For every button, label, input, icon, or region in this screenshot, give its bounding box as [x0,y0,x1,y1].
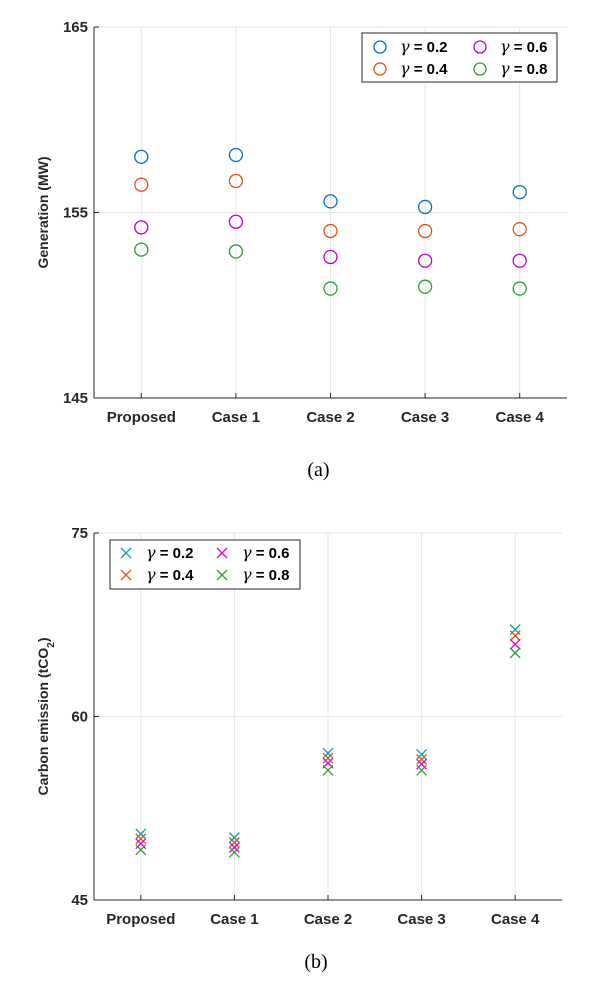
legend-value: = 0.8 [510,61,548,78]
data-point-x [416,748,428,760]
x-tick-label: Case 1 [212,409,260,426]
y-tick-label: 165 [63,19,88,36]
legend-value: = 0.2 [156,545,194,562]
data-point-circle [228,244,244,259]
y-tick-label: 155 [63,205,88,222]
legend-marker [216,547,228,559]
data-point-circle [512,253,527,268]
data-point-x [135,828,147,840]
legend-value: = 0.4 [410,61,449,78]
figure-caption: (b) [304,951,327,973]
legend-label: γ = 0.4 [146,565,194,584]
legend-label: γ = 0.8 [242,565,290,584]
data-point-x [322,764,334,776]
data-point-x [322,752,334,764]
data-point-circle [512,184,527,200]
data-point-circle [323,249,338,265]
data-point-x [509,647,521,659]
legend-marker [373,62,387,76]
legend-value: = 0.6 [252,545,290,562]
data-point-x [322,747,334,759]
data-point-circle [323,281,338,296]
y-axis-label-text: Carbon emission (tCO [35,648,51,796]
x-tick-label: Case 4 [496,409,545,426]
y-tick-label: 145 [63,390,88,407]
data-point-x [509,638,521,650]
data-point-circle [417,279,433,294]
legend-label: γ = 0.2 [146,543,194,562]
y-axis-label: Generation (MW) [35,157,51,269]
x-tick-label: Case 2 [306,409,354,426]
y-axis-label: Carbon emission (tCO2) [35,637,57,795]
x-tick-label: Proposed [107,409,176,426]
data-point-x [228,837,240,848]
chart-carbon-emission: 45 60 75 Proposed Case 1 Case 2 Case 3 Case 4 Ca… [35,525,562,973]
legend-label: γ = 0.4 [400,59,448,78]
data-point-circle [417,223,433,239]
data-point-circle [512,222,527,237]
legend-label: γ = 0.8 [500,59,548,78]
legend-symbol: γ [146,543,156,562]
legend-symbol: γ [242,565,252,584]
legend-symbol: γ [500,59,510,78]
legend-box [361,32,558,83]
data-point-circle [512,281,527,296]
data-point-circle [134,242,149,257]
data-point-circle [228,147,244,163]
data-point-circle [323,194,338,209]
data-point-circle [134,177,149,192]
legend-value: = 0.2 [410,39,448,56]
legend-label: γ = 0.6 [242,543,290,562]
y-tick-label: 60 [71,709,88,726]
data-point-circle [134,149,149,165]
chart-generation: 145 155 165 Proposed Case 1 Case 2 Case 3 Case … [35,19,567,481]
legend-marker [473,40,487,54]
x-tick-label: Case 4 [491,911,540,928]
legend-value: = 0.8 [252,567,290,584]
data-point-x [416,764,428,776]
data-point-x [509,630,521,642]
legend-symbol: γ [400,59,410,78]
legend-symbol: γ [400,37,410,56]
legend-symbol: γ [500,37,510,56]
legend-marker [120,547,132,559]
legend-value: = 0.4 [156,567,195,584]
x-tick-label: Case 3 [397,911,445,928]
legend-symbol: γ [146,565,156,584]
data-point-circle [228,214,244,229]
y-tick-label: 45 [71,892,88,909]
data-point-x [228,841,240,853]
data-point-circle [417,253,433,268]
data-point-circle [417,199,433,215]
data-point-circle [323,223,338,239]
x-tick-label: Case 2 [304,911,352,928]
y-tick-label: 75 [71,525,88,542]
y-axis-label-subscript: 2 [46,642,57,648]
data-point-circle [134,220,149,235]
legend-label: γ = 0.6 [500,37,548,56]
legend-value: = 0.6 [510,39,548,56]
data-point-x [135,844,147,856]
y-axis-label-end: ) [35,637,51,642]
x-tick-label: Case 3 [401,409,449,426]
data-point-circle [228,173,244,189]
legend-label: γ = 0.2 [400,37,448,56]
x-tick-label: Proposed [106,911,175,928]
data-point-x [228,832,240,844]
figure-caption: (a) [307,459,329,481]
legend-box [109,539,301,590]
legend-marker [216,569,228,581]
x-tick-label: Case 1 [210,911,258,928]
legend-symbol: γ [242,543,252,562]
data-point-x [416,753,428,765]
data-point-x [135,833,147,845]
y-axis-label-text: Generation (MW) [35,157,51,269]
data-point-x [228,846,240,858]
legend-marker [373,40,387,54]
legend-marker [473,62,487,76]
legend-marker [120,569,132,581]
